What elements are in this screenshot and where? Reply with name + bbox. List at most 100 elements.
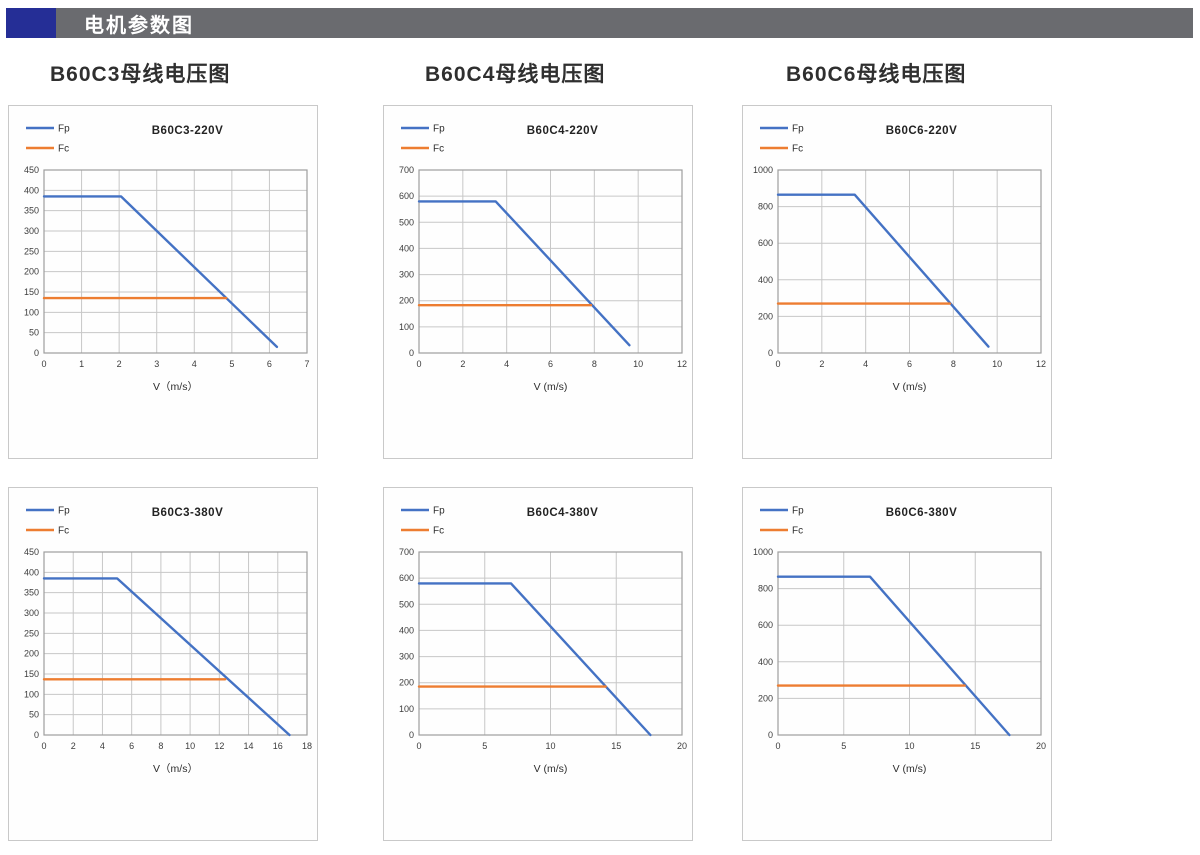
y-tick-label: 300 <box>24 226 39 236</box>
x-tick-label: 4 <box>192 359 197 369</box>
y-tick-label: 1000 <box>753 165 773 175</box>
y-tick-label: 350 <box>24 588 39 598</box>
y-tick-label: 800 <box>758 202 773 212</box>
chart-canvas-b60c4-380v: 0 100 200 300 400 500 600 700 0 5 10 15 20 Fp Fc B60C4-… <box>399 506 687 776</box>
x-tick-label: 0 <box>416 359 421 369</box>
x-axis-label: V (m/s) <box>893 381 927 393</box>
chart-canvas-b60c6-380v: 0 200 400 600 800 1000 0 5 10 15 20 Fp Fc B60C6-380V V… <box>753 506 1046 776</box>
plot-border <box>777 551 1042 736</box>
y-tick-label: 600 <box>399 573 414 583</box>
section-header-bar: 电机参数图 <box>0 8 1193 38</box>
legend-label-fp: Fp <box>792 506 804 517</box>
x-tick-label: 0 <box>775 359 780 369</box>
legend-label-fc: Fc <box>792 526 803 537</box>
column-title-b60c4: B60C4母线电压图 <box>425 63 606 86</box>
chart-canvas-b60c4-220v: 0 100 200 300 400 500 600 700 0 2 4 6 8 10 12 Fp Fc B60C4… <box>399 124 687 394</box>
chart-title: B60C4-380V <box>527 507 598 519</box>
x-tick-label: 5 <box>229 359 234 369</box>
y-tick-label: 500 <box>399 217 414 227</box>
x-tick-label: 3 <box>154 359 159 369</box>
x-tick-label: 5 <box>482 741 487 751</box>
x-tick-label: 4 <box>100 741 105 751</box>
y-tick-label: 50 <box>29 328 39 338</box>
x-tick-label: 10 <box>545 741 555 751</box>
y-tick-label: 400 <box>399 625 414 635</box>
plot-border <box>418 169 683 354</box>
y-tick-label: 0 <box>768 348 773 358</box>
y-tick-label: 150 <box>24 287 39 297</box>
y-tick-label: 600 <box>758 620 773 630</box>
x-tick-label: 5 <box>841 741 846 751</box>
y-tick-label: 100 <box>399 322 414 332</box>
y-tick-label: 0 <box>34 348 39 358</box>
plot-border <box>418 551 683 736</box>
x-tick-label: 18 <box>302 741 312 751</box>
series-line-fp <box>42 577 291 737</box>
x-tick-label: 10 <box>904 741 914 751</box>
x-tick-label: 0 <box>41 359 46 369</box>
y-tick-label: 400 <box>758 657 773 667</box>
chart-title: B60C3-220V <box>152 125 223 137</box>
y-tick-label: 400 <box>758 275 773 285</box>
x-axis-label: V (m/s) <box>534 381 568 393</box>
x-tick-label: 4 <box>863 359 868 369</box>
x-axis-label: V（m/s） <box>153 381 198 393</box>
chart-panel-b60c3-380v: 0 50 100 150 200 250 300 350 400 450 0 2 4 6 8 10 12 14 16… <box>8 487 318 841</box>
x-tick-label: 15 <box>611 741 621 751</box>
y-tick-label: 50 <box>29 710 39 720</box>
x-tick-label: 7 <box>304 359 309 369</box>
series-line-fp <box>42 195 279 349</box>
x-tick-label: 14 <box>244 741 254 751</box>
x-tick-label: 6 <box>129 741 134 751</box>
legend-label-fc: Fc <box>433 144 444 155</box>
y-tick-label: 700 <box>399 165 414 175</box>
y-tick-label: 350 <box>24 206 39 216</box>
legend-label-fp: Fp <box>792 124 804 135</box>
y-tick-label: 150 <box>24 669 39 679</box>
y-tick-label: 200 <box>758 311 773 321</box>
column-title-b60c6: B60C6母线电压图 <box>786 63 967 86</box>
series-line-fp <box>417 200 631 347</box>
y-tick-label: 300 <box>399 652 414 662</box>
y-tick-label: 200 <box>24 267 39 277</box>
x-tick-label: 16 <box>273 741 283 751</box>
x-tick-label: 0 <box>775 741 780 751</box>
y-tick-label: 400 <box>24 185 39 195</box>
chart-title: B60C3-380V <box>152 507 223 519</box>
x-tick-label: 2 <box>117 359 122 369</box>
chart-canvas-b60c3-380v: 0 50 100 150 200 250 300 350 400 450 0 2 4 6 8 10 12 14 16… <box>24 506 312 776</box>
series-line-fp <box>776 575 1011 737</box>
x-tick-label: 12 <box>677 359 687 369</box>
chart-panel-b60c4-380v: 0 100 200 300 400 500 600 700 0 5 10 15 20 Fp Fc B60C4-… <box>383 487 693 841</box>
x-tick-label: 0 <box>41 741 46 751</box>
y-tick-label: 300 <box>24 608 39 618</box>
y-tick-label: 250 <box>24 628 39 638</box>
series-line-fp <box>417 582 652 737</box>
x-tick-label: 20 <box>677 741 687 751</box>
x-axis-label: V (m/s) <box>534 763 568 775</box>
y-tick-label: 1000 <box>753 547 773 557</box>
x-tick-label: 12 <box>1036 359 1046 369</box>
x-tick-label: 2 <box>460 359 465 369</box>
column-title-b60c3: B60C3母线电压图 <box>50 63 231 86</box>
y-tick-label: 0 <box>768 730 773 740</box>
page-title: 电机参数图 <box>84 14 194 37</box>
x-tick-label: 6 <box>267 359 272 369</box>
y-tick-label: 400 <box>24 567 39 577</box>
chart-canvas-b60c6-220v: 0 200 400 600 800 1000 0 2 4 6 8 10 12 Fp Fc B60C6-220V… <box>753 124 1046 394</box>
legend-label-fp: Fp <box>58 124 70 135</box>
header-strip: 电机参数图 <box>56 8 1193 38</box>
y-tick-label: 100 <box>24 689 39 699</box>
chart-title: B60C6-380V <box>886 507 957 519</box>
x-tick-label: 12 <box>214 741 224 751</box>
y-tick-label: 450 <box>24 547 39 557</box>
legend-label-fc: Fc <box>58 144 69 155</box>
legend-label-fp: Fp <box>433 506 445 517</box>
y-tick-label: 450 <box>24 165 39 175</box>
plot-border <box>43 169 308 354</box>
y-tick-label: 200 <box>758 693 773 703</box>
chart-panel-b60c6-380v: 0 200 400 600 800 1000 0 5 10 15 20 Fp Fc B60C6-380V V… <box>742 487 1052 841</box>
y-tick-label: 400 <box>399 243 414 253</box>
y-tick-label: 0 <box>409 348 414 358</box>
x-tick-label: 6 <box>907 359 912 369</box>
